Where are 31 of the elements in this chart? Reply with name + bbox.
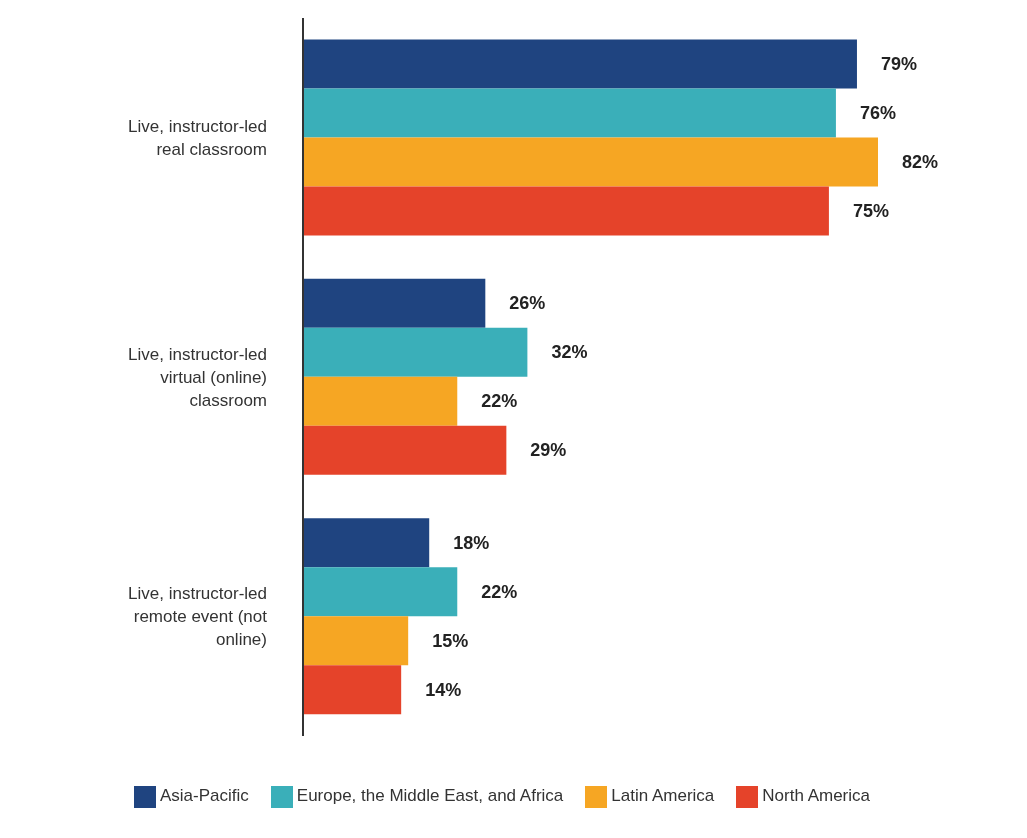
bar (303, 39, 857, 89)
legend-label: Asia-Pacific (159, 786, 249, 806)
bar (303, 376, 458, 426)
bar (303, 278, 486, 328)
data-label: 76% (859, 103, 896, 124)
data-label: 79% (880, 54, 917, 75)
legend-label: Latin America (611, 786, 715, 806)
y-tick-label: Live, instructor-led remote event (not online) (128, 583, 268, 649)
data-label: 18% (453, 532, 490, 553)
data-label: 15% (432, 630, 469, 651)
data-label: 29% (530, 440, 567, 461)
bar (303, 88, 836, 138)
bar (303, 567, 458, 617)
legend-label: North America (762, 786, 870, 806)
bar (303, 616, 409, 666)
bar (303, 425, 507, 475)
bar (303, 665, 402, 715)
y-tick-label: Live, instructor-led virtual (online) classroom (128, 344, 267, 410)
y-tick-label: Live, instructor-led real classroom (128, 116, 267, 159)
bar (303, 518, 430, 568)
data-label: 22% (481, 391, 518, 412)
data-label: 26% (509, 293, 546, 314)
data-label: 14% (425, 679, 462, 700)
legend-label: Europe, the Middle East, and Africa (296, 786, 564, 806)
data-label: 22% (481, 581, 518, 602)
bar (303, 137, 878, 187)
data-label: 82% (902, 152, 939, 173)
bar (303, 327, 528, 377)
data-label: 32% (551, 342, 588, 363)
data-label: 75% (852, 201, 889, 222)
bar (303, 186, 829, 236)
